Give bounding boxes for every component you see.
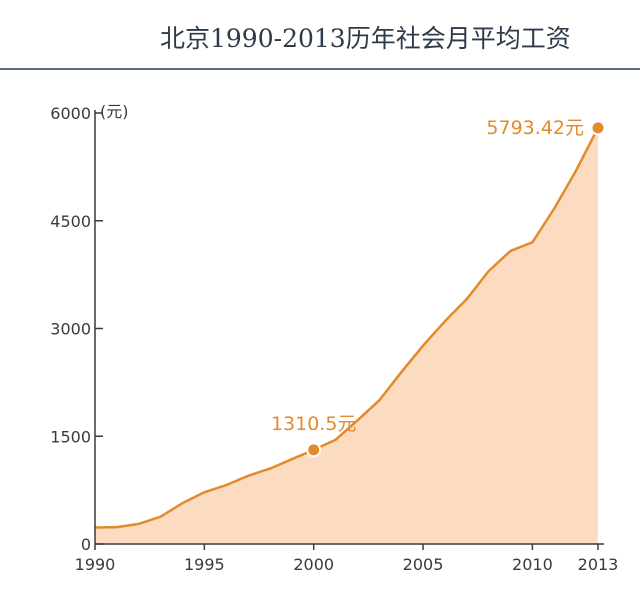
y-tick-label: 0 bbox=[81, 535, 91, 554]
y-tick-label: 3000 bbox=[50, 320, 91, 339]
annotation-marker bbox=[590, 120, 606, 136]
x-tick-label: 2010 bbox=[512, 555, 553, 574]
x-tick-label: 1990 bbox=[75, 555, 116, 574]
annotation-label: 1310.5元 bbox=[271, 413, 356, 435]
annotation-marker bbox=[306, 442, 322, 458]
area-fill bbox=[95, 127, 598, 545]
chart-title: 北京1990-2013历年社会月平均工资 bbox=[160, 24, 571, 53]
plot-area bbox=[94, 127, 600, 545]
series-line bbox=[94, 127, 600, 529]
x-axis: 1990 1995 2000 2005 2010 2013 bbox=[75, 543, 619, 574]
y-tick-label: 6000 bbox=[50, 104, 91, 123]
x-tick-label: 2005 bbox=[403, 555, 444, 574]
x-tick-label: 1995 bbox=[184, 555, 225, 574]
y-tick-label: 4500 bbox=[50, 212, 91, 231]
y-axis: 0 1500 3000 4500 6000 bbox=[50, 104, 103, 554]
x-tick-label: 2013 bbox=[578, 555, 619, 574]
annotations: 1310.5元 5793.42元 bbox=[271, 117, 606, 458]
y-tick-label: 1500 bbox=[50, 427, 91, 446]
y-axis-unit: (元) bbox=[100, 102, 129, 121]
x-tick-label: 2000 bbox=[293, 555, 334, 574]
annotation-label: 5793.42元 bbox=[486, 117, 584, 139]
